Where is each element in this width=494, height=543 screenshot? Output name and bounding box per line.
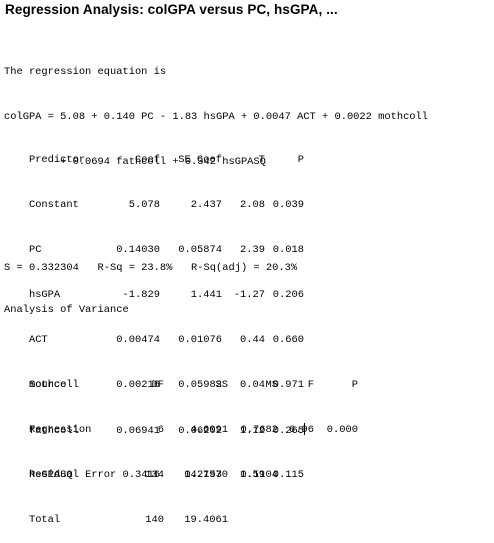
coef-value: 0.00216 xyxy=(116,379,160,391)
se-coef-value: 0.05982 xyxy=(178,379,222,391)
coef-header-row: Predictor Coef SE Coef T P xyxy=(4,138,305,166)
coef-value: -1.829 xyxy=(122,289,160,301)
equation-line-2: + 0.0694 fathcoll + 0.342 hsGPASQ xyxy=(4,156,266,168)
anova-table: Source DF SS MS F P Regression 6 4.6091 0.7682 6.… xyxy=(4,333,358,528)
df-value: 140 xyxy=(145,514,164,526)
equation-line-1: colGPA = 5.08 + 0.140 PC - 1.83 hsGPA + … xyxy=(4,111,429,123)
df-value: 134 xyxy=(145,469,164,481)
source-name: Total xyxy=(28,514,61,526)
predictor-name: PC xyxy=(28,244,42,256)
model-summary: S = 0.332304 R-Sq = 23.8% R-Sq(adj) = 20… xyxy=(4,262,298,274)
predictor-name: mothcoll xyxy=(28,379,79,391)
col-ss: SS xyxy=(215,379,228,391)
session-title: Regression Analysis: colGPA versus PC, h… xyxy=(5,2,338,17)
p-value: 0.206 xyxy=(272,289,304,301)
t-value: 2.08 xyxy=(240,199,265,211)
predictor-name: Constant xyxy=(28,199,79,211)
ss-value: 19.4061 xyxy=(184,514,228,526)
coef-row: mothcoll 0.00216 0.05982 0.04 0.971 xyxy=(4,363,305,391)
coef-value: 0.14030 xyxy=(116,244,160,256)
col-coef: Coef xyxy=(135,154,160,166)
predictor-name: ACT xyxy=(28,334,48,346)
predictor-name: hsGPA xyxy=(28,289,61,301)
se-coef-value: 0.01076 xyxy=(178,334,222,346)
t-value: -1.27 xyxy=(233,289,265,301)
p-value: 0.039 xyxy=(272,199,304,211)
col-source: Source xyxy=(28,379,67,391)
source-name: Residual Error xyxy=(28,469,117,481)
col-df: DF xyxy=(151,379,164,391)
coef-row: ACT 0.00474 0.01076 0.44 0.660 xyxy=(4,318,305,346)
df-value: 6 xyxy=(157,424,164,436)
anova-header-row: Source DF SS MS F P xyxy=(4,363,358,391)
regression-equation: The regression equation is colGPA = 5.08… xyxy=(4,35,428,185)
equation-intro: The regression equation is xyxy=(4,66,167,78)
f-value: 6.96 xyxy=(289,424,314,436)
se-coef-value: 0.05874 xyxy=(178,244,222,256)
t-value: 0.04 xyxy=(240,379,265,391)
anova-row: Total 140 19.4061 xyxy=(4,498,358,526)
ms-value: 0.1104 xyxy=(240,469,278,481)
col-f: F xyxy=(307,379,314,391)
p-value: 0.000 xyxy=(326,424,358,436)
ss-value: 4.6091 xyxy=(190,424,228,436)
coef-row: hsGPA -1.829 1.441 -1.27 0.206 xyxy=(4,273,305,301)
anova-row: Residual Error 134 14.7970 0.1104 xyxy=(4,453,358,481)
p-value: 0.971 xyxy=(272,379,304,391)
coef-row: Constant 5.078 2.437 2.08 0.039 xyxy=(4,183,305,211)
col-ms: MS xyxy=(265,379,278,391)
t-value: 0.44 xyxy=(240,334,265,346)
col-p: P xyxy=(351,379,358,391)
coef-row: PC 0.14030 0.05874 2.39 0.018 xyxy=(4,228,305,256)
p-value: 0.660 xyxy=(272,334,304,346)
col-t: T xyxy=(258,154,265,166)
source-name: Regression xyxy=(28,424,92,436)
se-coef-value: 1.441 xyxy=(190,289,222,301)
coef-value: 5.078 xyxy=(128,199,160,211)
anova-heading: Analysis of Variance xyxy=(4,304,129,316)
ms-value: 0.7682 xyxy=(240,424,278,436)
col-p: P xyxy=(297,154,304,166)
p-value: 0.018 xyxy=(272,244,304,256)
ss-value: 14.7970 xyxy=(184,469,228,481)
t-value: 2.39 xyxy=(240,244,265,256)
col-se-coef: SE Coef xyxy=(178,154,222,166)
anova-row: Regression 6 4.6091 0.7682 6.96 0.000 xyxy=(4,408,358,436)
se-coef-value: 2.437 xyxy=(190,199,222,211)
col-predictor: Predictor xyxy=(28,154,86,166)
coef-value: 0.00474 xyxy=(116,334,160,346)
